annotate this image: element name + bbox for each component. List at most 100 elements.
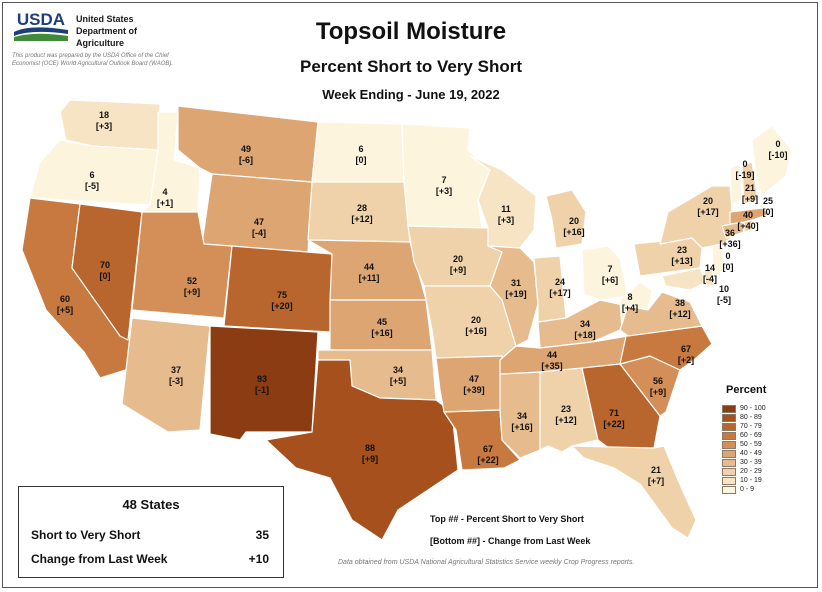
state-value-label: 67 [681,344,691,354]
state-change-label: [-1] [255,385,269,395]
state-value-label: 47 [469,374,479,384]
agency-name: United States Department of Agriculture [76,14,138,48]
state-change-label: [+20] [271,301,292,311]
state-value-label: 34 [517,411,527,421]
label-key: Top ## - Percent Short to Very Short [Bo… [430,508,590,552]
state-value-label: 56 [653,376,663,386]
state-me [751,125,793,197]
state-change-label: [0] [356,155,367,165]
state-value-label: 40 [743,210,753,220]
legend: Percent 90 - 100 80 - 89 70 - 79 60 - 69 50 … [722,384,802,494]
state-change-label: [-5] [85,181,99,191]
state-value-label: 18 [99,110,109,120]
state-change-label: [+9] [450,265,466,275]
state-change-label: [+4] [622,303,638,313]
state-value-label: 34 [393,365,403,375]
state-value-label: 44 [547,350,557,360]
state-change-label: [+19] [505,289,526,299]
state-change-label: [+11] [359,273,380,283]
state-value-label: 20 [569,216,579,226]
state-value-label: 0 [742,159,747,169]
state-change-label: [+1] [157,198,173,208]
state-fl [571,445,697,539]
state-change-label: [-10] [768,150,787,160]
state-change-label: [-3] [169,376,183,386]
state-change-label: [+17] [549,288,570,298]
state-change-label: [+3] [436,186,452,196]
state-nj [711,243,725,279]
state-value-label: 71 [609,408,619,418]
legend-label: 50 - 59 [740,441,762,448]
state-change-label: [+2] [678,355,694,365]
state-value-label: 20 [453,254,463,264]
summary-change-row: Change from Last Week +10 [31,552,269,566]
summary-change-value: +10 [248,552,269,566]
summary-short-value: 35 [255,528,269,542]
legend-item: 80 - 89 [722,413,802,422]
summary-title: 48 States [122,497,180,512]
state-ar [435,355,503,413]
state-value-label: 44 [364,262,374,272]
state-de [703,267,715,287]
legend-item: 40 - 49 [722,449,802,458]
state-nv [71,203,143,341]
legend-swatch [722,413,736,422]
summary-change-label: Change from Last Week [31,552,168,566]
state-value-label: 4 [162,187,167,197]
legend-label: 60 - 69 [740,432,762,439]
legend-item: 60 - 69 [722,431,802,440]
state-change-label: [+16] [511,422,532,432]
state-ma [729,207,771,225]
legend-label: 20 - 29 [740,468,762,475]
state-value-label: 6 [89,170,94,180]
state-change-label: [+35] [541,361,562,371]
state-value-label: 45 [377,317,387,327]
state-value-label: 20 [703,196,713,206]
state-value-label: 25 [763,196,773,206]
state-value-label: 20 [471,315,481,325]
state-change-label: [-5] [717,295,731,305]
legend-swatch [722,440,736,449]
state-change-label: [+18] [574,330,595,340]
week-ending: Week Ending - June 19, 2022 [322,87,500,102]
state-change-label: [-4] [703,274,717,284]
state-value-label: 70 [100,260,110,270]
state-change-label: [+36] [719,239,740,249]
legend-label: 30 - 39 [740,459,762,466]
state-value-label: 21 [651,465,661,475]
legend-item: 30 - 39 [722,458,802,467]
legend-swatch [722,431,736,440]
usda-logo: USDA [12,10,70,49]
legend-swatch [722,458,736,467]
legend-swatch [722,467,736,476]
state-change-label: [+12] [351,214,372,224]
label-key-bottom: [Bottom ##] - Change from Last Week [430,536,591,546]
state-value-label: 49 [241,144,251,154]
state-value-label: 52 [187,276,197,286]
state-value-label: 38 [675,298,685,308]
state-change-label: [+16] [371,328,392,338]
summary-short-label: Short to Very Short [31,528,141,542]
legend-swatch [722,404,736,413]
state-value-label: 93 [257,374,267,384]
summary-short-row: Short to Very Short 35 [31,528,269,542]
state-value-label: 11 [501,204,511,214]
state-nh [741,161,759,205]
state-value-label: 10 [719,284,729,294]
state-mi [545,189,587,249]
legend-label: 80 - 89 [740,414,762,421]
state-change-label: [+9] [650,387,666,397]
map-title: Topsoil Moisture [315,18,507,45]
state-value-label: 7 [441,175,446,185]
state-change-label: [+13] [671,256,692,266]
state-change-label: [+40] [737,221,758,231]
legend-swatch [722,476,736,485]
state-change-label: [+12] [669,309,690,319]
state-change-label: [0] [763,207,774,217]
state-change-label: [0] [100,271,111,281]
state-nm [209,325,319,441]
state-change-label: [+9] [742,194,758,204]
legend-label: 10 - 19 [740,477,762,484]
state-value-label: 75 [277,290,287,300]
state-change-label: [+22] [603,419,624,429]
